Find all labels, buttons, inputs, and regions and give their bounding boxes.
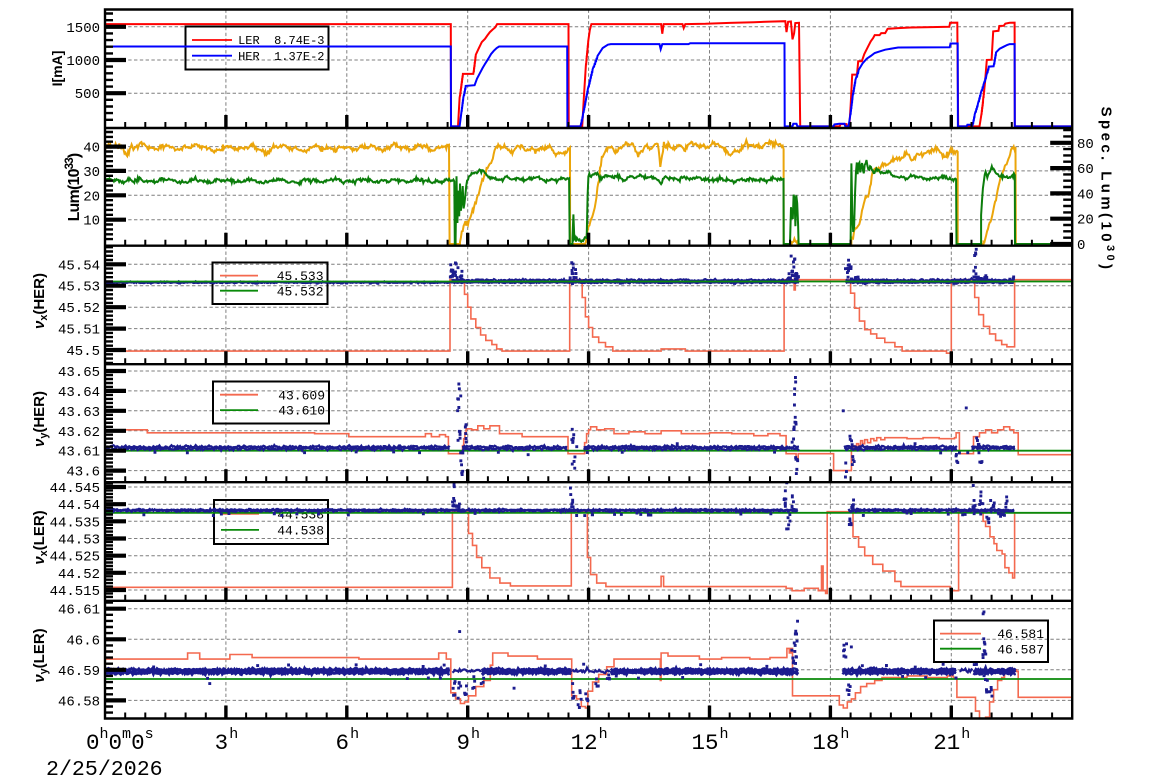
svg-text:43.64: 43.64 [58,385,100,401]
svg-text:h: h [350,726,359,743]
svg-text:21: 21 [933,730,960,756]
svg-text:45.51: 45.51 [58,323,100,339]
svg-text:3: 3 [215,730,229,756]
svg-text:νy(HER): νy(HER) [31,391,50,447]
svg-text:LER 8.74E-3: LER 8.74E-3 [238,34,324,48]
svg-text:44.535: 44.535 [50,515,100,531]
svg-text:1500: 1500 [66,21,100,37]
svg-text:44.538: 44.538 [277,524,324,539]
svg-text:40: 40 [83,141,100,157]
svg-text:Spec. Lum(1030): Spec. Lum(1030) [1098,107,1117,273]
svg-text:46.59: 46.59 [58,664,100,680]
svg-text:44.545: 44.545 [50,481,100,497]
svg-text:46.61: 46.61 [58,603,100,619]
svg-text:43.61: 43.61 [58,445,100,461]
svg-text:HER 1.37E-2: HER 1.37E-2 [238,50,324,64]
svg-text:45.54: 45.54 [58,258,100,274]
svg-text:46.581: 46.581 [997,627,1044,642]
svg-text:10: 10 [83,214,100,230]
svg-text:45.52: 45.52 [58,301,100,317]
svg-text:44.53: 44.53 [58,533,100,549]
svg-text:νy(LER): νy(LER) [31,628,50,682]
svg-text:43.65: 43.65 [58,365,100,381]
svg-text:h: h [229,726,238,743]
svg-text:44.525: 44.525 [50,550,100,566]
svg-text:6: 6 [336,730,350,756]
svg-text:45.532: 45.532 [277,284,324,299]
svg-text:43.609: 43.609 [278,388,325,403]
svg-text:I[mA]: I[mA] [49,51,65,87]
svg-text:44.52: 44.52 [58,567,100,583]
svg-text:43.6: 43.6 [66,465,100,481]
svg-text:νx(HER): νx(HER) [31,273,50,329]
svg-text:20: 20 [83,189,100,205]
svg-text:18: 18 [812,730,839,756]
svg-text:500: 500 [75,87,100,103]
svg-text:43.610: 43.610 [278,404,325,419]
svg-text:45.53: 45.53 [58,280,100,296]
svg-text:h: h [599,726,608,743]
svg-text:12: 12 [571,730,598,756]
svg-text:9: 9 [456,730,470,756]
svg-text:h: h [720,726,729,743]
svg-text:30: 30 [83,165,100,181]
svg-text:0h0m0s: 0h0m0s [86,726,154,756]
svg-text:2/25/2026: 2/25/2026 [46,758,163,782]
svg-text:46.58: 46.58 [58,694,100,710]
svg-text:20: 20 [1077,213,1094,229]
svg-text:h: h [961,726,970,743]
svg-text:h: h [471,726,480,743]
svg-text:0: 0 [1077,238,1085,254]
svg-text:1000: 1000 [66,54,100,70]
svg-text:46.6: 46.6 [66,633,100,649]
svg-text:43.62: 43.62 [58,425,100,441]
svg-text:43.63: 43.63 [58,405,100,421]
svg-text:80: 80 [1077,137,1094,153]
svg-text:Lum(1033): Lum(1033) [64,153,83,221]
svg-text:46.587: 46.587 [997,642,1044,657]
svg-text:44.54: 44.54 [58,498,100,514]
svg-text:40: 40 [1077,187,1094,203]
svg-text:h: h [840,726,849,743]
svg-text:45.5: 45.5 [66,344,100,360]
svg-text:60: 60 [1077,162,1094,178]
svg-text:νx(LER): νx(LER) [31,510,50,564]
svg-text:44.515: 44.515 [50,584,100,600]
svg-text:15: 15 [691,730,718,756]
